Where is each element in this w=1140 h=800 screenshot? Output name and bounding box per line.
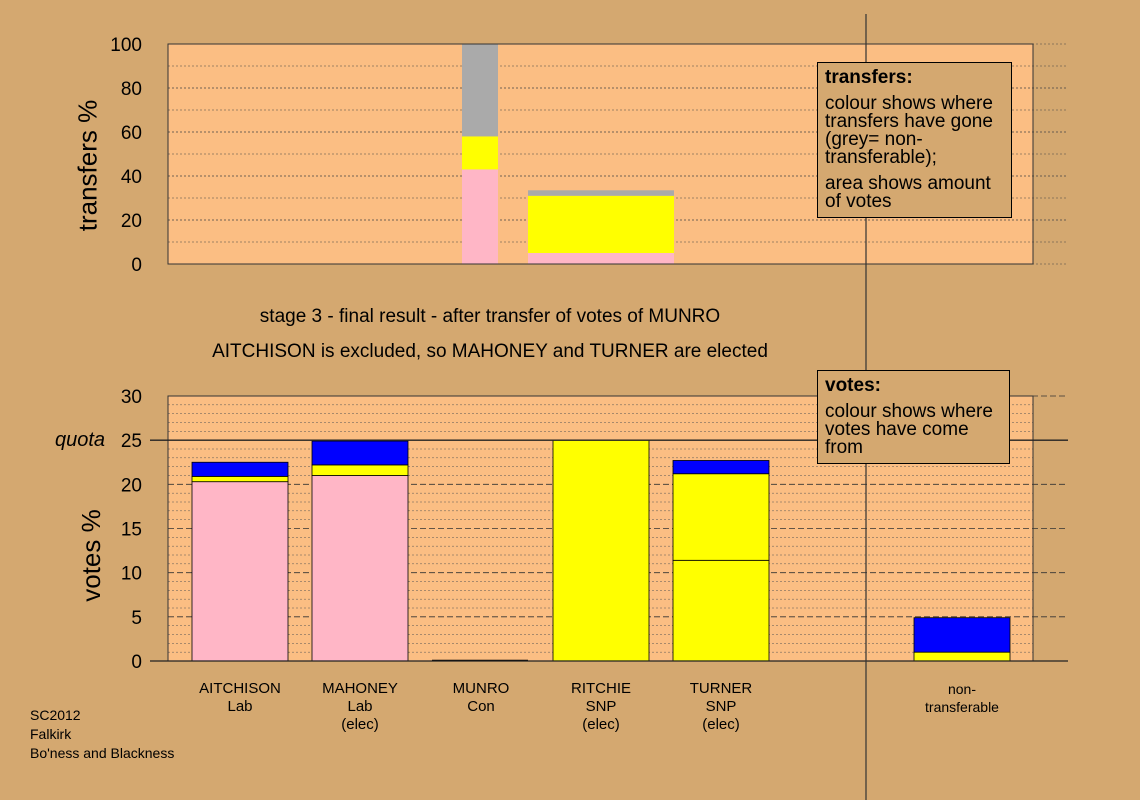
y-tick-label: 80	[121, 79, 142, 100]
y-tick-label: 15	[121, 520, 142, 541]
candidate-name: MUNRO	[452, 680, 510, 697]
votes-legend-text: colour shows where votes have come from	[825, 401, 993, 458]
candidate-party: SNP	[705, 698, 737, 715]
candidate-party: transferable	[925, 699, 999, 715]
transfers-legend-title: transfers:	[825, 67, 913, 88]
vote-segment-pink	[191, 481, 289, 662]
transfers-legend: transfers: colour shows where transfers …	[817, 62, 1012, 218]
ward-name: Bo'ness and Blackness	[30, 745, 175, 761]
stage-title: stage 3 - final result - after transfer …	[259, 306, 721, 327]
y-tick-label: 30	[121, 387, 142, 408]
vote-segment-yellow	[672, 473, 770, 561]
candidate-name: AITCHISON	[199, 680, 281, 697]
y-tick-label: 10	[121, 564, 142, 585]
candidate-label-turner: TURNER SNP (elec)	[651, 680, 791, 734]
transfer-segment-grey	[528, 190, 674, 196]
council-name: Falkirk	[30, 726, 72, 742]
candidate-party: Lab	[347, 698, 373, 715]
transfers-plot-frame	[167, 43, 1034, 265]
election-footer: SC2012 Falkirk Bo'ness and Blackness	[30, 706, 174, 763]
candidate-label-munro: MUNRO Con	[411, 680, 551, 716]
y-tick-label: 60	[121, 123, 142, 144]
y-tick-label: 25	[121, 431, 142, 452]
vote-segment-blue	[191, 461, 289, 477]
votes-legend-title: votes:	[825, 375, 881, 396]
candidate-name: non-	[947, 681, 977, 697]
votes-axis-label: votes %	[75, 509, 106, 602]
y-tick-label: 40	[121, 167, 142, 188]
vote-segment-yellow	[191, 475, 289, 483]
stage-subtitle: AITCHISON is excluded, so MAHONEY and TU…	[212, 341, 768, 362]
transfer-segment-pink	[528, 253, 674, 264]
candidate-label-mahoney: MAHONEY Lab (elec)	[290, 680, 430, 734]
vote-segment-yellow	[552, 439, 650, 662]
votes-legend: votes: colour shows where votes have com…	[817, 370, 1010, 464]
vote-segment-yellow	[672, 559, 770, 662]
transfers-axis-label: transfers %	[72, 99, 103, 232]
y-tick-label: 100	[110, 35, 142, 56]
candidate-party: Lab	[227, 698, 253, 715]
y-tick-label: 20	[121, 475, 142, 496]
vote-segment-blue	[311, 440, 409, 466]
transfer-segment-yellow	[528, 195, 674, 253]
vote-segment-blue	[672, 460, 770, 475]
candidate-status: (elec)	[702, 716, 740, 733]
candidate-label-non-transferable: non- transferable	[892, 680, 1032, 716]
y-tick-label: 5	[131, 608, 142, 629]
y-tick-label: 20	[121, 211, 142, 232]
candidate-name: TURNER	[689, 680, 753, 697]
candidate-name: MAHONEY	[322, 680, 398, 697]
vote-segment-yellow	[311, 464, 409, 476]
y-tick-label: 0	[131, 652, 142, 673]
y-tick-label: 0	[131, 255, 142, 276]
transfer-segment-pink	[462, 169, 498, 264]
candidate-status: (elec)	[582, 716, 620, 733]
election-id: SC2012	[30, 707, 81, 723]
candidate-party: SNP	[585, 698, 617, 715]
candidate-status: (elec)	[341, 716, 379, 733]
transfer-segment-grey	[462, 44, 498, 137]
vote-segment-yellow	[913, 651, 1011, 662]
vote-segment-blue	[913, 617, 1011, 653]
quota-label: quota	[55, 429, 106, 451]
transfers-legend-area: area shows amount of votes	[825, 173, 991, 212]
candidate-name: RITCHIE	[571, 680, 631, 697]
candidate-party: Con	[467, 698, 495, 715]
vote-segment-pink	[311, 475, 409, 662]
transfers-legend-text: colour shows where transfers have gone (…	[825, 93, 993, 168]
transfer-segment-yellow	[462, 136, 498, 170]
candidate-label-ritchie: RITCHIE SNP (elec)	[531, 680, 671, 734]
candidate-label-aitchison: AITCHISON Lab	[170, 680, 310, 716]
